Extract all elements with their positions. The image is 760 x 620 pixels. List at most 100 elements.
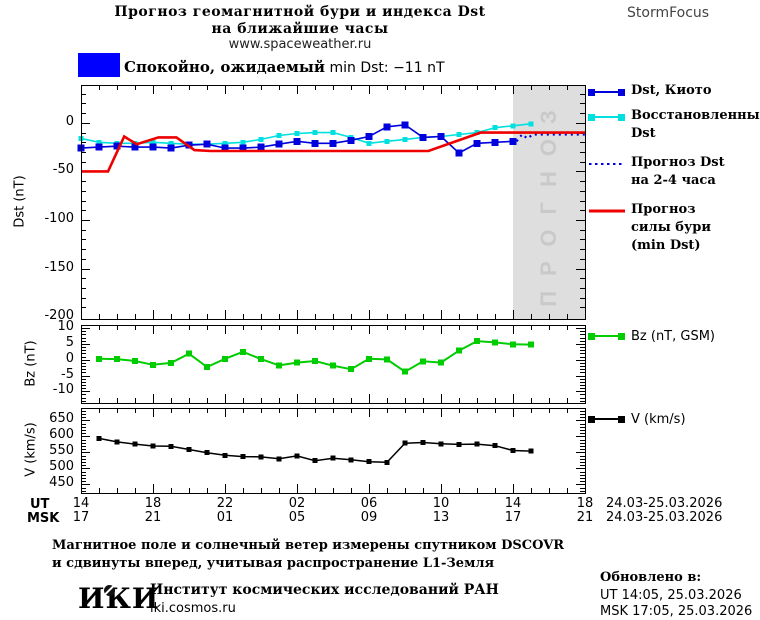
data-marker xyxy=(330,362,336,369)
data-marker xyxy=(402,368,408,375)
series-line xyxy=(81,131,585,173)
data-marker xyxy=(456,347,462,354)
forecast-band-label: ПРОГНОЗ xyxy=(536,95,561,307)
data-marker xyxy=(348,457,354,463)
data-marker xyxy=(437,133,445,140)
data-marker xyxy=(402,136,408,142)
data-marker xyxy=(186,447,192,452)
data-marker xyxy=(96,435,102,441)
legend-swatch-main-0 xyxy=(588,89,625,96)
data-marker xyxy=(240,139,246,145)
data-marker xyxy=(186,350,192,357)
data-marker xyxy=(419,133,427,141)
data-marker xyxy=(131,143,139,151)
data-marker xyxy=(113,142,121,150)
data-marker xyxy=(420,440,426,445)
data-marker xyxy=(240,348,246,355)
data-marker xyxy=(203,140,211,148)
legend-swatch-main-1 xyxy=(588,114,625,121)
data-marker xyxy=(150,139,156,145)
data-marker xyxy=(257,143,265,151)
data-marker xyxy=(330,130,336,136)
data-marker xyxy=(312,358,318,364)
data-marker xyxy=(366,355,372,362)
data-marker xyxy=(95,143,103,151)
data-marker xyxy=(150,443,156,449)
data-marker xyxy=(294,131,300,136)
data-marker xyxy=(509,137,517,145)
data-marker xyxy=(168,140,174,146)
data-marker xyxy=(222,355,228,362)
data-marker xyxy=(312,458,318,464)
data-marker xyxy=(312,130,318,136)
data-marker xyxy=(492,339,498,346)
data-marker xyxy=(132,441,138,447)
data-marker xyxy=(510,448,516,453)
data-marker xyxy=(365,133,373,140)
data-marker xyxy=(438,441,444,447)
page-title-line2: на ближайшие часы xyxy=(211,21,389,37)
data-marker xyxy=(348,366,354,373)
data-marker xyxy=(492,443,498,449)
legend-swatch-bz xyxy=(588,333,625,340)
data-marker xyxy=(474,338,480,345)
data-marker xyxy=(258,356,264,363)
data-marker xyxy=(114,356,120,363)
data-marker xyxy=(311,139,319,147)
data-marker xyxy=(258,454,264,460)
data-marker xyxy=(456,441,462,447)
page-title-line1: Прогноз геомагнитной бури и индекса Dst xyxy=(114,4,486,20)
data-marker xyxy=(402,440,408,446)
data-marker xyxy=(222,452,228,458)
data-marker xyxy=(384,459,390,465)
data-marker xyxy=(294,359,300,366)
data-marker xyxy=(510,123,516,129)
data-marker xyxy=(366,459,372,465)
data-marker xyxy=(167,144,175,152)
data-marker xyxy=(383,123,391,131)
data-marker xyxy=(420,358,426,365)
stormfocus-brand: StormFocus xyxy=(627,5,710,21)
data-marker xyxy=(330,455,336,461)
series-line xyxy=(80,123,532,145)
status-label-bold: Спокойно, ожидаемый xyxy=(124,58,326,76)
data-marker xyxy=(221,144,229,152)
data-marker xyxy=(294,453,300,459)
data-marker xyxy=(222,140,228,146)
data-marker xyxy=(528,448,534,454)
data-marker xyxy=(473,139,481,147)
data-marker xyxy=(258,136,264,142)
data-marker xyxy=(149,143,157,151)
data-marker xyxy=(168,443,174,449)
data-marker xyxy=(347,136,355,144)
data-marker xyxy=(384,138,390,144)
data-marker xyxy=(96,355,102,362)
storm-status-text: Спокойно, ожидаемый min Dst: −11 nT xyxy=(124,57,445,76)
data-marker xyxy=(150,361,156,368)
data-marker xyxy=(456,132,462,137)
data-marker xyxy=(455,149,463,157)
data-marker xyxy=(528,341,534,348)
data-marker xyxy=(275,140,283,148)
data-marker xyxy=(384,356,390,363)
legend-swatch-v xyxy=(588,416,625,423)
spaceweather-link[interactable]: www.spaceweather.ru xyxy=(228,37,372,52)
storm-level-swatch xyxy=(78,53,120,77)
data-marker xyxy=(492,125,498,131)
data-marker xyxy=(168,359,174,366)
data-marker xyxy=(401,121,409,129)
data-marker xyxy=(204,364,210,370)
data-marker xyxy=(438,359,444,366)
status-label-value: min Dst: −11 nT xyxy=(325,60,445,76)
data-marker xyxy=(510,341,516,348)
data-marker xyxy=(528,121,534,127)
data-marker xyxy=(474,441,480,447)
data-marker xyxy=(276,133,282,138)
data-marker xyxy=(114,439,120,445)
data-marker xyxy=(204,450,210,456)
data-marker xyxy=(366,140,372,146)
series-line xyxy=(98,340,532,373)
data-marker xyxy=(276,456,282,462)
